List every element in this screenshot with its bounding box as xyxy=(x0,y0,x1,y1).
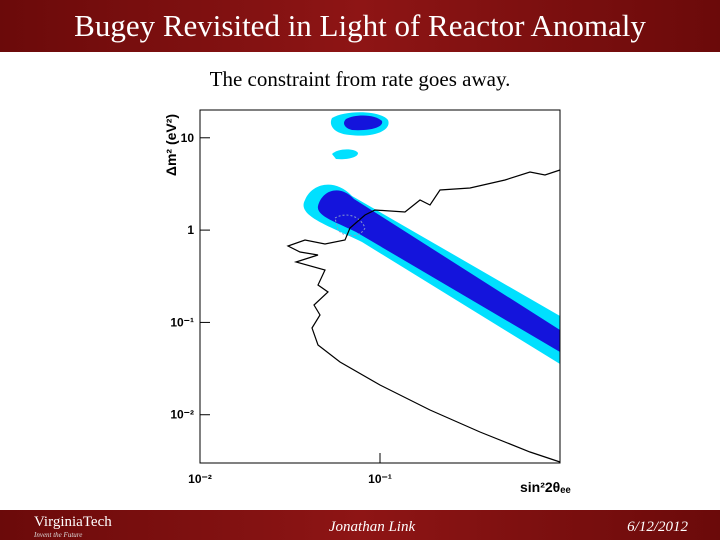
x-tick-label: 10⁻¹ xyxy=(368,472,392,486)
contour-inner xyxy=(317,190,560,352)
title: Bugey Revisited in Light of Reactor Anom… xyxy=(74,8,646,43)
y-tick-label: 10⁻² xyxy=(170,408,194,422)
logo: VirginiaTech xyxy=(34,514,112,530)
y-tick-label: 1 xyxy=(187,223,194,237)
author: Jonathan Link xyxy=(329,519,416,535)
x-axis-label: sin²2θₑₑ xyxy=(520,479,571,495)
subtitle: The constraint from rate goes away. xyxy=(210,67,511,91)
y-axis-label: Δm² (eV²) xyxy=(163,114,179,176)
y-tick-label: 10 xyxy=(181,131,195,145)
y-tick-label: 10⁻¹ xyxy=(170,315,194,329)
plot: sin²2θₑₑ Δm² (eV²) 10⁻² 10⁻¹ 10⁻² 10⁻¹ 1 10 xyxy=(163,109,571,495)
exclusion-contour xyxy=(286,169,561,463)
contour-inner xyxy=(344,115,383,131)
header-bar xyxy=(0,0,720,52)
x-tick-label: 10⁻² xyxy=(188,472,212,486)
date: 6/12/2012 xyxy=(627,519,688,535)
tagline: Invent the Future xyxy=(33,531,82,539)
contour-dashed xyxy=(334,214,366,237)
contour-outer xyxy=(332,149,358,160)
footer-bar xyxy=(0,510,720,540)
